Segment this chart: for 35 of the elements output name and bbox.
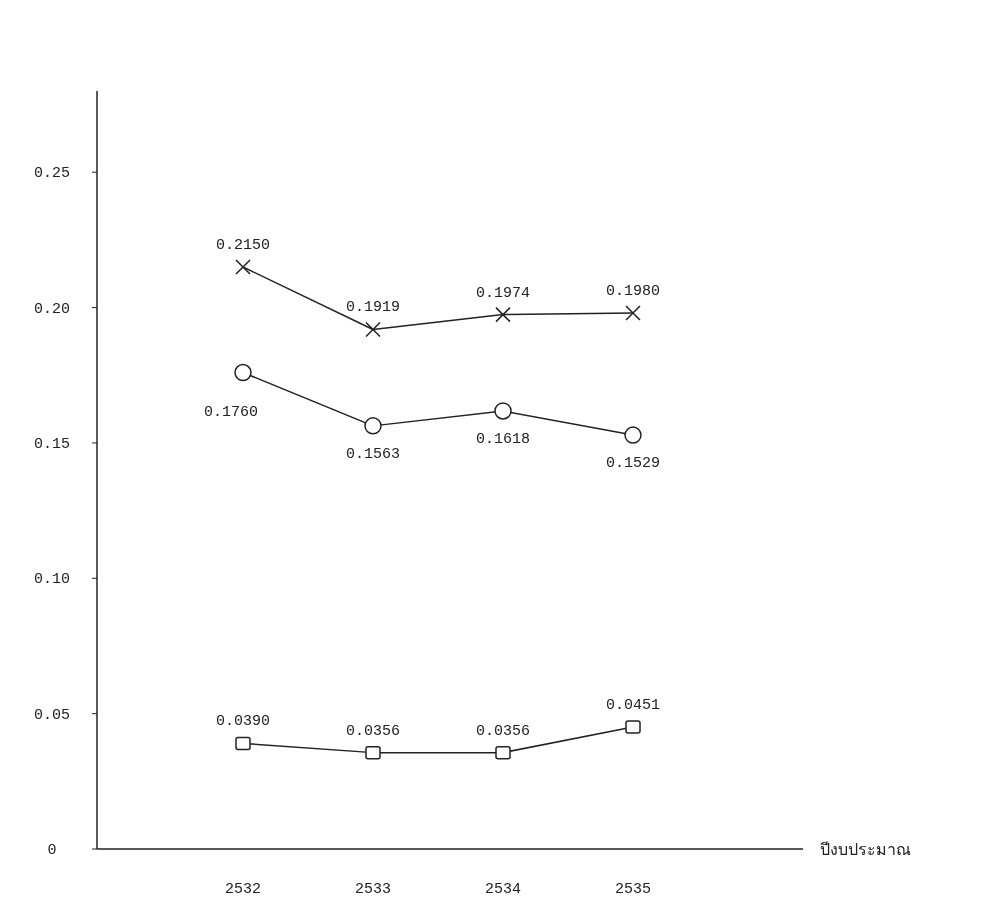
point (364, 417, 382, 435)
y-tick: 0.05 (34, 706, 70, 724)
y-tick: 0 (47, 842, 57, 859)
y-tick: 0.15 (34, 435, 70, 453)
data-label: 0.0390 (216, 713, 270, 731)
point (365, 745, 381, 760)
point (624, 426, 642, 444)
x-label: ปีงบประมาณ (820, 841, 911, 858)
data-label: 0.1618 (476, 431, 530, 448)
point (494, 402, 512, 420)
point (235, 736, 251, 751)
point (365, 321, 381, 338)
data-label: 0.1919 (346, 299, 400, 317)
x-tick: 2532 (225, 881, 261, 898)
point (625, 305, 641, 321)
point (495, 306, 511, 323)
data-label: 0.0356 (476, 722, 530, 740)
x-tick: 2534 (485, 881, 521, 898)
data-label: 0.1980 (606, 283, 660, 300)
data-label: 0.1760 (204, 403, 258, 421)
x-tick: 2533 (355, 881, 391, 898)
y-tick: 0.25 (34, 165, 70, 183)
y-tick: 0.20 (34, 300, 70, 318)
point (234, 363, 252, 382)
point (625, 720, 641, 734)
point (235, 259, 251, 275)
data-label: 0.1974 (476, 284, 530, 302)
data-label: 0.1529 (606, 455, 660, 473)
point (495, 745, 511, 760)
data-label: 0.0356 (346, 722, 400, 740)
y-tick: 0.10 (34, 571, 70, 589)
data-label: 0.1563 (346, 445, 400, 463)
x-tick: 2535 (615, 881, 651, 898)
data-label: 0.2150 (216, 236, 270, 254)
data-label: 0.0451 (606, 696, 660, 714)
